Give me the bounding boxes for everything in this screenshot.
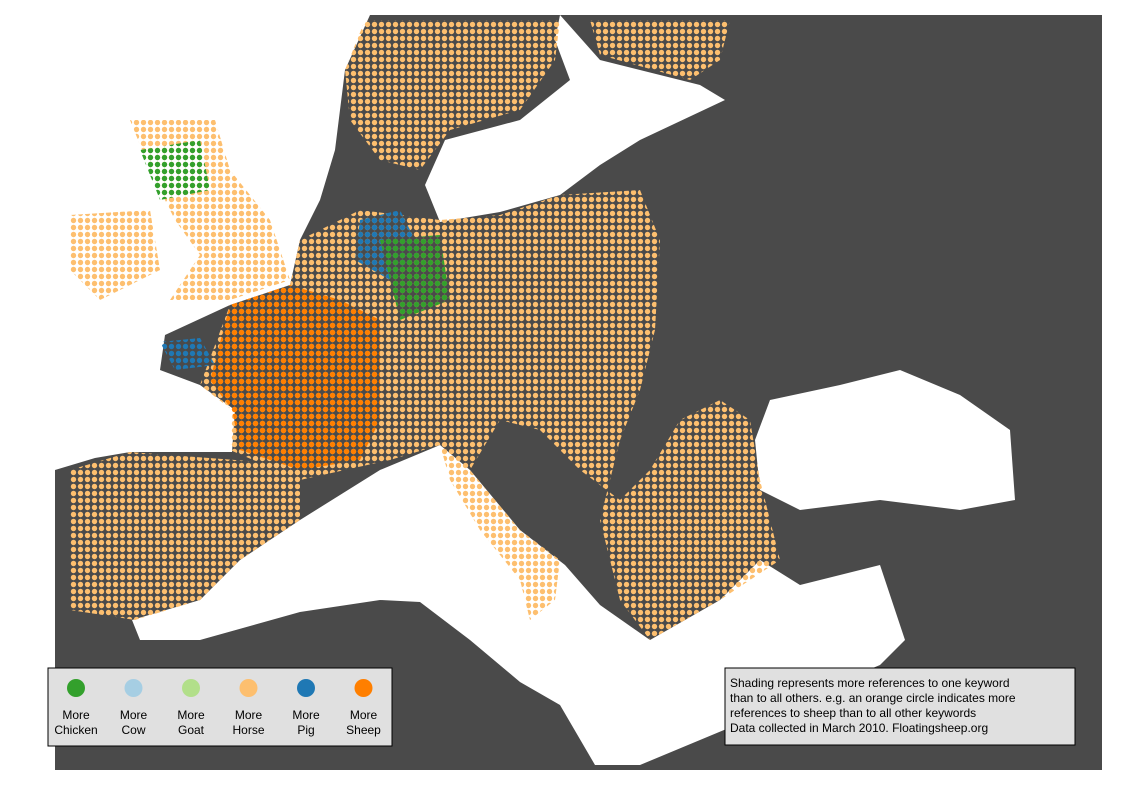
black-sea	[755, 370, 1015, 510]
note-line: references to sheep than to all other ke…	[730, 706, 976, 720]
balkans	[600, 480, 780, 640]
legend-label: Goat	[178, 723, 205, 737]
legend-swatch	[67, 679, 85, 697]
brittany-pig	[160, 338, 215, 370]
legend-label: Horse	[232, 723, 264, 737]
dot-regions	[70, 20, 780, 640]
legend-swatch	[297, 679, 315, 697]
scandinavia	[345, 20, 560, 170]
legend-label: Chicken	[54, 723, 97, 737]
legend-label: More	[120, 708, 148, 722]
iberia	[70, 452, 300, 620]
legend-label: Cow	[121, 723, 145, 737]
italy	[440, 445, 560, 620]
note-box	[724, 667, 1076, 746]
legend-label: More	[235, 708, 263, 722]
finland	[590, 20, 730, 80]
legend-label: Pig	[297, 723, 314, 737]
legend-swatch	[239, 679, 258, 697]
legend-swatch	[124, 679, 143, 697]
central-europe	[200, 190, 760, 580]
legend-label: Sheep	[346, 723, 381, 737]
note-line: Data collected in March 2010. Floatingsh…	[730, 721, 988, 735]
scotland-chicken	[140, 140, 210, 200]
legend-items: MoreChickenMoreCowMoreGoatMoreHorseMoreP…	[54, 679, 381, 737]
note-lines: Shading represents more references to on…	[730, 676, 1016, 735]
legend-label: More	[62, 708, 90, 722]
baltic-sea	[425, 15, 725, 222]
note-line: Shading represents more references to on…	[730, 676, 1010, 690]
france-sheep	[210, 285, 380, 470]
legend: MoreChickenMoreCowMoreGoatMoreHorseMoreP…	[47, 667, 393, 747]
legend-box	[47, 667, 393, 747]
legend-label: More	[177, 708, 205, 722]
ireland	[70, 210, 160, 300]
legend-swatch	[182, 679, 200, 697]
note-line: than to all others. e.g. an orange circl…	[730, 691, 1016, 705]
germany-chicken	[380, 235, 450, 320]
legend-label: More	[350, 708, 378, 722]
note: Shading represents more references to on…	[724, 667, 1076, 746]
legend-swatch	[354, 679, 373, 697]
legend-label: More	[292, 708, 320, 722]
mediterranean-sea	[132, 445, 905, 765]
